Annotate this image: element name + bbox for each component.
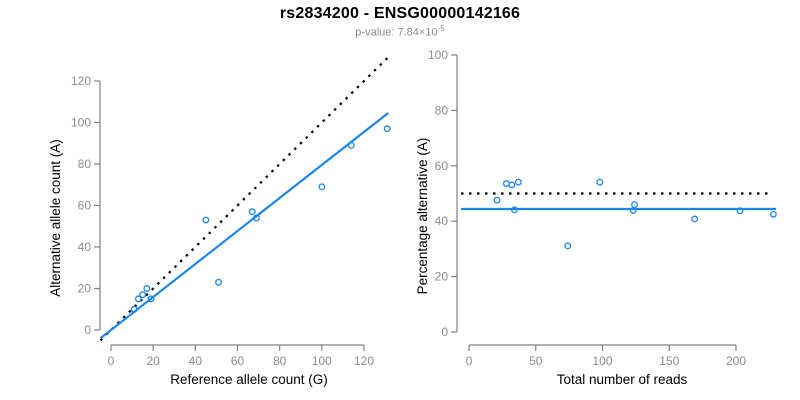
figure-title: rs2834200 - ENSG00000142166 bbox=[279, 5, 521, 22]
x-tick-label: 80 bbox=[273, 354, 287, 368]
data-point bbox=[143, 285, 151, 292]
data-point bbox=[691, 215, 699, 223]
y-axis: 0 20 40 60 80 100 120 bbox=[71, 74, 101, 337]
data-point bbox=[215, 278, 222, 286]
y-tick-label: 20 bbox=[435, 270, 449, 284]
allele-count-plot: 0 20 40 60 80 100 120 0 20 40 60 80 100 120 Reference … bbox=[48, 55, 391, 387]
pvalue-text: p-value: 7.84×10 bbox=[355, 26, 438, 39]
data-point bbox=[130, 305, 138, 313]
data-point bbox=[248, 208, 256, 216]
x-tick-label: 50 bbox=[529, 354, 543, 368]
data-point bbox=[736, 207, 744, 215]
y-tick-label: 100 bbox=[71, 116, 91, 130]
y-axis-label: Percentage alternative (A) bbox=[415, 138, 430, 295]
x-tick-label: 60 bbox=[231, 354, 245, 368]
y-tick-label: 40 bbox=[78, 240, 92, 254]
data-point bbox=[769, 210, 777, 218]
data-point bbox=[139, 291, 147, 299]
x-axis: 0 50 100 150 200 bbox=[466, 344, 746, 368]
y-axis: 0 20 40 60 80 100 bbox=[428, 48, 458, 339]
x-tick-label: 120 bbox=[354, 354, 374, 368]
data-point bbox=[596, 178, 604, 186]
y-tick-label: 80 bbox=[435, 103, 449, 117]
y-tick-label: 40 bbox=[435, 214, 449, 228]
x-axis-label: Reference allele count (G) bbox=[170, 372, 328, 387]
percentage-plot: 0 20 40 60 80 100 0 50 100 150 200 Total number of … bbox=[415, 48, 777, 387]
y-tick-label: 100 bbox=[428, 48, 448, 62]
y-tick-label: 120 bbox=[71, 74, 91, 88]
data-point bbox=[631, 201, 638, 209]
data-point bbox=[508, 181, 516, 189]
y-tick-label: 60 bbox=[435, 159, 449, 173]
data-point bbox=[147, 295, 155, 303]
identity-line bbox=[99, 55, 391, 342]
fit-line bbox=[99, 112, 389, 340]
x-tick-label: 100 bbox=[312, 354, 332, 368]
y-tick-label: 60 bbox=[78, 199, 92, 213]
pvalue-exponent: -5 bbox=[437, 24, 445, 33]
y-tick-label: 80 bbox=[78, 157, 92, 171]
x-tick-label: 20 bbox=[146, 354, 160, 368]
x-tick-label: 150 bbox=[659, 354, 679, 368]
data-point bbox=[564, 242, 572, 250]
data-points bbox=[130, 125, 391, 313]
data-point bbox=[383, 125, 391, 133]
data-point bbox=[202, 216, 210, 224]
y-axis-label: Alternative allele count (A) bbox=[48, 139, 63, 297]
x-axis: 0 20 40 60 80 100 120 bbox=[108, 344, 374, 368]
data-point bbox=[318, 183, 326, 191]
figure-subtitle: p-value: 7.84×10-5 bbox=[0, 24, 800, 39]
x-tick-label: 40 bbox=[189, 354, 203, 368]
x-axis-label: Total number of reads bbox=[557, 372, 688, 387]
data-point bbox=[514, 178, 522, 186]
data-point bbox=[253, 214, 260, 222]
data-point bbox=[493, 196, 501, 204]
data-points bbox=[493, 178, 777, 250]
data-point bbox=[134, 295, 142, 303]
y-tick-label: 20 bbox=[78, 282, 92, 296]
data-point bbox=[510, 206, 518, 214]
x-tick-label: 0 bbox=[466, 354, 473, 368]
data-point bbox=[347, 141, 355, 149]
y-tick-label: 0 bbox=[441, 325, 448, 339]
y-tick-label: 0 bbox=[84, 323, 91, 337]
x-tick-label: 0 bbox=[108, 354, 115, 368]
x-tick-label: 100 bbox=[592, 354, 612, 368]
x-tick-label: 200 bbox=[726, 354, 746, 368]
